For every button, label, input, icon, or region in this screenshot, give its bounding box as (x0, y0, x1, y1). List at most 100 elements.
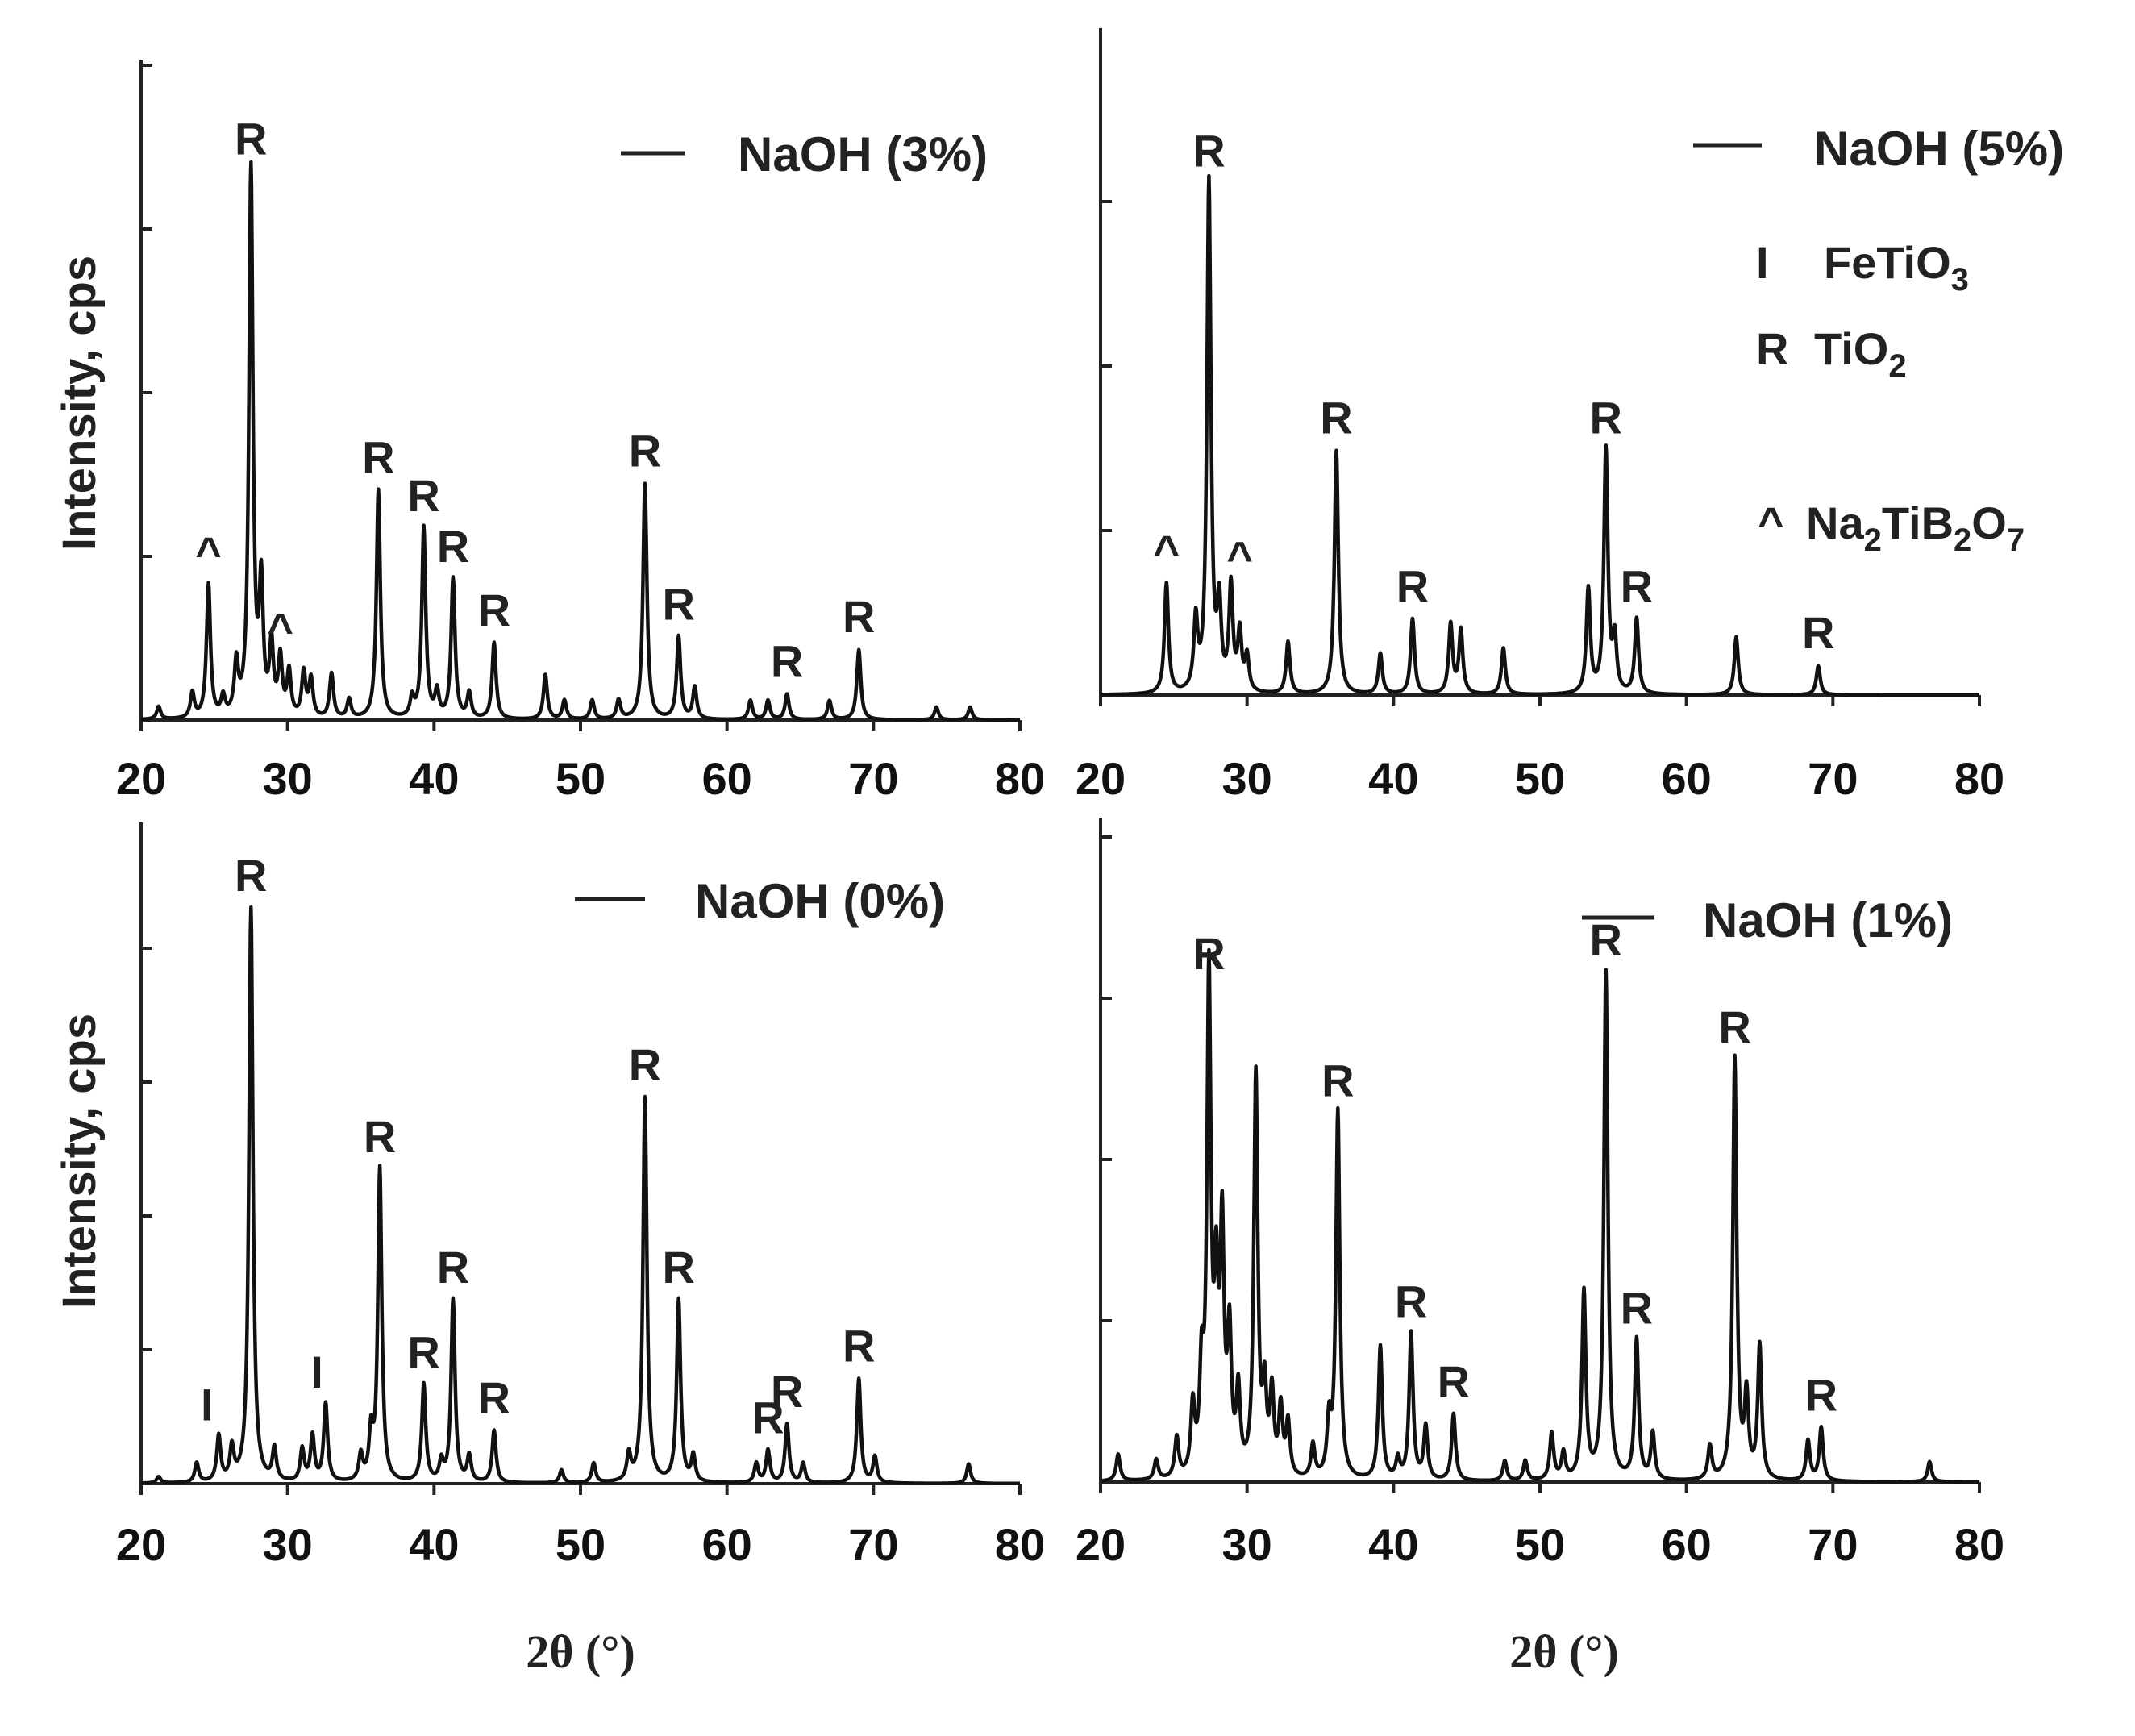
peak-label-rutile: R (629, 426, 661, 477)
peak-label-rutile: R (1590, 914, 1622, 965)
x-axis-label-bottom-right: 2θ (°) (1509, 1626, 1619, 1678)
y-axis-label-top-left: Intensity, cps (53, 256, 106, 551)
formula-subscript: 2 (1954, 522, 1971, 558)
peak-label-rutile: R (1805, 1370, 1837, 1421)
xrd-trace (1099, 947, 1981, 1484)
peak-label-rutile: R (1321, 1055, 1354, 1106)
x-tick-label: 50 (556, 753, 606, 804)
phase-key-symbol-na2tib2o7: ^ (1758, 497, 1784, 548)
peak-label-rutile: R (751, 1393, 784, 1443)
x-tick-label: 50 (556, 1519, 606, 1570)
peak-label-ilmenite: I (310, 1347, 323, 1397)
x-tick-label: 60 (702, 753, 752, 804)
peak-label-rutile: R (1192, 928, 1225, 979)
peak-label-rutile: R (407, 470, 439, 521)
xrd-trace (139, 160, 1022, 722)
peak-label-rutile: R (1802, 607, 1834, 658)
xrd-trace (1099, 173, 1981, 697)
fetio3-subscript: 3 (1951, 262, 1969, 298)
tio2-subscript: 2 (1888, 348, 1906, 384)
peak-label-rutile: R (771, 1366, 803, 1417)
legend-label-3pct: NaOH (3%) (738, 127, 988, 181)
peak-label-na2tib2o7: ^ (267, 604, 293, 655)
peak-label-rutile: R (478, 1372, 510, 1423)
x-tick-label: 50 (1515, 753, 1565, 804)
x-tick-label: 80 (995, 1519, 1045, 1570)
peak-label-rutile: R (843, 1320, 875, 1371)
peak-label-rutile: R (629, 1039, 661, 1090)
peak-label-rutile: R (843, 591, 875, 642)
formula-part: O (1971, 497, 2007, 548)
x-tick-label: 20 (116, 1519, 166, 1570)
peak-label-rutile: R (1718, 1001, 1750, 1052)
x-tick-label: 70 (1808, 753, 1858, 804)
x-axis-label-bottom-left: 2θ (°) (526, 1626, 635, 1678)
x-tick-label: 30 (1222, 753, 1272, 804)
y-axis-label-bottom-left: Intensity, cps (53, 1014, 106, 1309)
peak-label-na2tib2o7: ^ (195, 527, 222, 578)
legend-label-1pct: NaOH (1%) (1703, 893, 1953, 947)
x-tick-label: 60 (1662, 1519, 1712, 1570)
peak-label-rutile: R (437, 1242, 469, 1293)
peak-label-rutile: R (1621, 560, 1653, 611)
formula-subscript: 2 (1864, 522, 1882, 558)
peak-label-rutile: R (771, 635, 803, 686)
formula-subscript: 7 (2007, 522, 2025, 558)
peak-label-na2tib2o7: ^ (1226, 531, 1253, 582)
x-tick-label: 80 (1954, 753, 2004, 804)
x-tick-label: 40 (1368, 1519, 1418, 1570)
peak-label-rutile: R (1320, 393, 1352, 443)
x-tick-label: 40 (409, 753, 459, 804)
x-tick-label: 70 (1808, 1519, 1858, 1570)
peak-label-rutile: R (235, 114, 267, 164)
x-tick-label: 80 (995, 753, 1045, 804)
x-tick-label: 20 (1076, 1519, 1126, 1570)
x-tick-label: 70 (848, 1519, 898, 1570)
x-tick-label: 40 (409, 1519, 459, 1570)
peak-label-rutile: R (1396, 560, 1429, 611)
phase-key-label-tio2: TiO2 (1814, 323, 1907, 384)
x-tick-label: 30 (263, 753, 313, 804)
x-tick-label: 30 (1222, 1519, 1272, 1570)
peak-label-rutile: R (437, 521, 469, 572)
peak-label-rutile: R (478, 585, 510, 635)
peak-label-rutile: R (407, 1327, 439, 1378)
xrd-trace (139, 905, 1022, 1486)
legend-label-5pct: NaOH (5%) (1814, 122, 2064, 176)
fetio3-formula: FeTiO (1824, 237, 1951, 288)
legend-label-0pct: NaOH (0%) (695, 874, 945, 928)
peak-label-rutile: R (662, 1242, 694, 1293)
phase-key-label-na2tib2o7: Na2TiB2O7 (1806, 497, 2025, 558)
peak-label-rutile: R (1192, 125, 1225, 176)
phase-key-label-fetio3: FeTiO3 (1824, 237, 1969, 298)
peak-label-rutile: R (1590, 393, 1622, 443)
peak-label-rutile: R (364, 1111, 396, 1162)
x-tick-label: 30 (263, 1519, 313, 1570)
peak-label-na2tib2o7: ^ (1153, 526, 1180, 577)
peak-label-rutile: R (362, 432, 394, 483)
x-tick-label: 80 (1954, 1519, 2004, 1570)
x-tick-label: 70 (848, 753, 898, 804)
peak-label-rutile: R (235, 850, 267, 901)
tio2-formula: TiO (1814, 323, 1888, 374)
phase-key: I FeTiO3 R TiO2 ^ Na2TiB2O7 (1756, 237, 2025, 558)
panel-top-right: 20 30 40 50 60 70 80 R R R R R R ^ ^ NaOH (5%) I FeTiO… (1076, 28, 2064, 804)
peak-label-rutile: R (662, 578, 694, 629)
formula-part: TiB (1882, 497, 1954, 548)
x-tick-label: 20 (1076, 753, 1126, 804)
plot-layer-top-right: 20 30 40 50 60 70 80 R R R R R R ^ ^ (1076, 28, 2004, 804)
x-tick-label: 40 (1368, 753, 1418, 804)
x-tick-label: 50 (1515, 1519, 1565, 1570)
peak-label-rutile: R (1621, 1283, 1653, 1334)
peak-label-rutile: R (1395, 1276, 1427, 1326)
x-tick-label: 60 (702, 1519, 752, 1570)
peak-label-rutile: R (1438, 1356, 1470, 1407)
formula-part: Na (1806, 497, 1864, 548)
